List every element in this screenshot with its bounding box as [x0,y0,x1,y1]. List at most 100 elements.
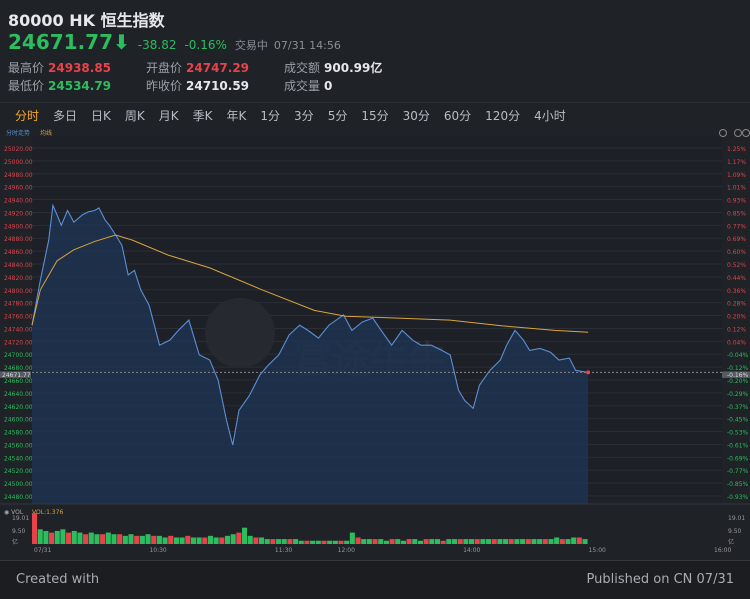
volume-bar [434,539,441,544]
volume-bar [378,539,384,544]
chart-control-icon-0 [719,129,727,137]
volume-bar [173,537,179,544]
legend-avg: 均线 [40,129,52,137]
volume-bar [236,532,242,544]
stat-1: 开盘价 24747.29 [146,59,249,76]
pct-tick-label: -0.45% [727,417,749,424]
price-change-pct: -0.16% [184,38,227,52]
stat-label: 成交额 [284,61,321,75]
tab-6[interactable]: 年K [226,109,247,123]
tab-3[interactable]: 周K [124,109,145,123]
volume-bar [310,540,316,544]
pct-tick-label: 0.85% [727,210,746,217]
intraday-chart[interactable]: 25020.00 1.25% 25000.00 1.17% 24980.00 1.09% 2… [0,128,750,558]
pct-tick-label: 1.01% [727,185,746,192]
pct-tick-label: -0.20% [727,378,749,385]
volume-bar [190,537,196,544]
tab-0[interactable]: 分时 [15,109,40,123]
vol-y-label-right: 9.50 [728,528,742,535]
instrument-title: 80000 HK 恒生指数 [8,11,165,30]
volume-bar [417,540,423,544]
volume-bar [406,539,412,544]
last-price: 24671.77⬇ [8,30,130,54]
current-pct-label: -0.16% [727,372,749,379]
watermark-logo-icon [205,298,275,368]
last-point [586,370,591,375]
x-tick-label: 10:30 [149,547,166,554]
tab-7[interactable]: 1分 [260,109,281,123]
tab-8[interactable]: 3分 [294,109,314,123]
volume-bar [497,539,503,544]
pct-tick-label: -0.29% [727,391,749,398]
volume-bar [117,534,123,544]
tab-1[interactable]: 多日 [53,109,78,123]
y-tick-label: 24500.00 [4,481,33,488]
volume-bar [230,534,236,544]
current-pct-tag [722,371,750,378]
y-tick-label: 24800.00 [4,288,33,295]
volume-bar [525,539,531,544]
volume-bar [139,535,145,544]
volume-bar [304,540,310,544]
y-tick-label: 24620.00 [4,404,33,411]
volume-bar [219,537,225,544]
volume-bar [440,540,446,544]
stat-value: 24938.85 [48,61,112,75]
pct-tick-label: 0.12% [727,326,746,333]
volume-bar [122,535,128,544]
tab-4[interactable]: 月K [158,109,179,123]
volume-bar [503,539,509,544]
vol-label: ◉ VOL [4,509,24,516]
volume-bar [270,539,276,544]
volume-bar [66,532,72,544]
volume-bar [253,537,259,544]
vol-indicator: VOL:1.376 [32,509,63,516]
volume-bar [457,539,463,544]
volume-bar [134,535,140,544]
stat-value: 900.99亿 [324,61,383,75]
current-price-tag [0,371,31,378]
volume-bar [542,539,548,544]
volume-bar [321,540,327,544]
y-tick-label: 24900.00 [4,223,33,230]
volume-bar [508,539,514,544]
price-row: 24671.77⬇ -38.82 -0.16% 交易中 07/31 14:56 [8,30,347,54]
tab-11[interactable]: 30分 [402,109,430,123]
pct-tick-label: 0.28% [727,301,746,308]
pct-tick-label: 0.44% [727,275,746,282]
volume-bar [349,532,355,544]
pct-tick-label: -0.37% [727,404,749,411]
pct-tick-label: 0.52% [727,262,746,269]
tab-5[interactable]: 季K [192,109,213,123]
volume-bar [185,535,191,544]
y-tick-label: 24540.00 [4,455,33,462]
volume-bar [554,537,560,544]
volume-bar [559,539,565,544]
volume-bar [88,532,94,544]
tab-13[interactable]: 120分 [485,109,521,123]
volume-bar [332,540,338,544]
y-tick-label: 25020.00 [4,146,33,153]
tab-2[interactable]: 日K [91,109,111,123]
volume-bar [366,539,372,544]
volume-bar [241,527,248,544]
x-tick-label: 14:00 [463,547,480,554]
pct-tick-label: 1.09% [727,172,746,179]
stat-2: 成交额 900.99亿 [284,59,382,76]
volume-bar [202,537,208,544]
tab-12[interactable]: 60分 [443,109,472,123]
tab-9[interactable]: 5分 [327,109,348,123]
x-tick-label: 11:30 [275,547,292,554]
tab-10[interactable]: 15分 [361,109,389,123]
stat-value: 24534.79 [48,79,112,93]
pct-tick-label: -0.04% [727,352,749,359]
y-tick-label: 24580.00 [4,430,33,437]
volume-bar [537,539,543,544]
stat-5: 成交量 0 [284,77,332,94]
volume-bar [37,529,43,544]
volume-bar [571,537,577,544]
stat-value: 0 [324,79,333,93]
y-tick-label: 24920.00 [4,210,33,217]
y-tick-label: 24940.00 [4,198,33,205]
tab-14[interactable]: 4小时 [534,109,566,123]
